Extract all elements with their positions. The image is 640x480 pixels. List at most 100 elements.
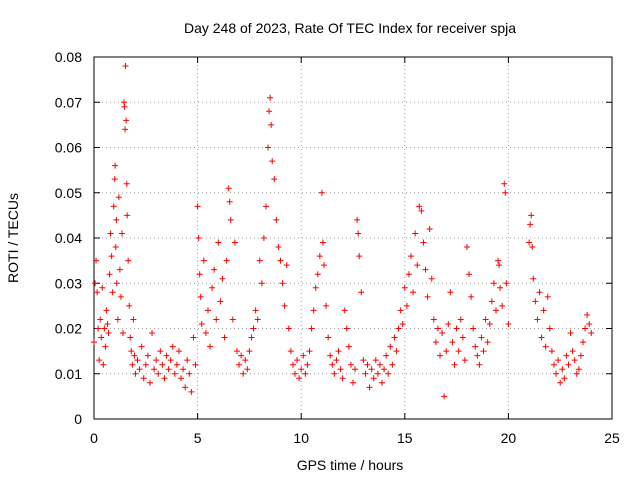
data-point [225,185,232,192]
data-point [478,334,485,341]
data-point [499,302,506,309]
y-tick-label: 0.04 [55,230,82,246]
data-point [285,325,292,332]
data-point [497,284,504,291]
data-point [542,343,549,350]
data-point [142,361,149,368]
data-point [155,370,162,377]
data-point [501,180,508,187]
data-point [441,393,448,400]
data-point [420,239,427,246]
data-point [256,257,263,264]
data-point [428,275,435,282]
data-point [267,94,274,101]
data-point [366,384,373,391]
data-point [229,316,236,323]
data-point [457,316,464,323]
data-point [122,63,129,70]
x-tick-label: 25 [604,430,620,446]
data-point [108,253,115,260]
data-point [484,339,491,346]
data-point [231,239,238,246]
data-point [260,235,267,241]
x-tick-label: 10 [293,430,309,446]
x-tick-label: 20 [501,430,517,446]
data-point [107,230,114,237]
data-point [219,275,226,282]
data-point [233,348,240,355]
data-point [159,361,166,368]
data-point [223,257,230,264]
data-point [217,298,224,305]
data-point [387,343,394,350]
data-point [350,379,356,386]
y-tick-label: 0.02 [55,321,82,337]
data-point [399,320,406,327]
data-point [540,307,547,314]
data-point [215,239,222,246]
data-point [534,316,541,323]
data-point [343,325,350,332]
data-point [449,339,456,346]
data-point [588,330,595,337]
data-point [298,366,305,373]
data-point [211,266,218,273]
data-point [92,280,99,287]
data-point [269,158,276,165]
data-point [125,257,132,264]
data-point [140,375,147,382]
data-point [470,325,477,332]
data-point [258,280,265,287]
data-point [424,293,431,300]
data-point [408,253,415,260]
data-point [112,244,119,251]
data-point [325,334,332,341]
data-point [341,307,348,314]
data-point [195,235,202,241]
data-point [192,361,199,368]
data-point [101,325,108,332]
data-point [104,320,111,327]
data-point [96,357,103,364]
data-point [376,361,383,368]
data-point [100,361,107,368]
data-point [173,361,180,368]
data-point [308,325,315,332]
data-point [314,271,321,278]
data-point [526,239,533,246]
data-point [112,162,119,169]
y-tick-label: 0.06 [55,140,82,156]
data-point [318,189,325,196]
data-point [236,361,243,368]
data-point [248,334,255,341]
data-point [120,330,127,337]
data-point [115,194,122,201]
data-point [200,257,207,264]
data-point [434,325,441,332]
data-point [563,352,570,359]
data-point [111,176,118,183]
data-point [529,244,536,251]
data-point [163,352,170,359]
data-point [432,339,439,346]
data-point [268,121,275,128]
data-point [227,216,234,223]
data-point [358,289,365,296]
data-point [573,370,580,377]
data-point [99,284,106,291]
data-point [122,126,129,133]
data-point [445,320,452,327]
data-point [502,189,509,196]
data-point [426,225,433,232]
data-point [582,325,589,332]
data-point [121,103,128,110]
data-point [105,330,112,337]
data-point [161,375,168,382]
data-point [226,198,233,205]
data-point [134,357,141,364]
data-point [194,203,201,210]
data-point [304,361,311,368]
data-point [287,348,294,355]
data-point [165,366,172,373]
data-point [117,293,124,300]
